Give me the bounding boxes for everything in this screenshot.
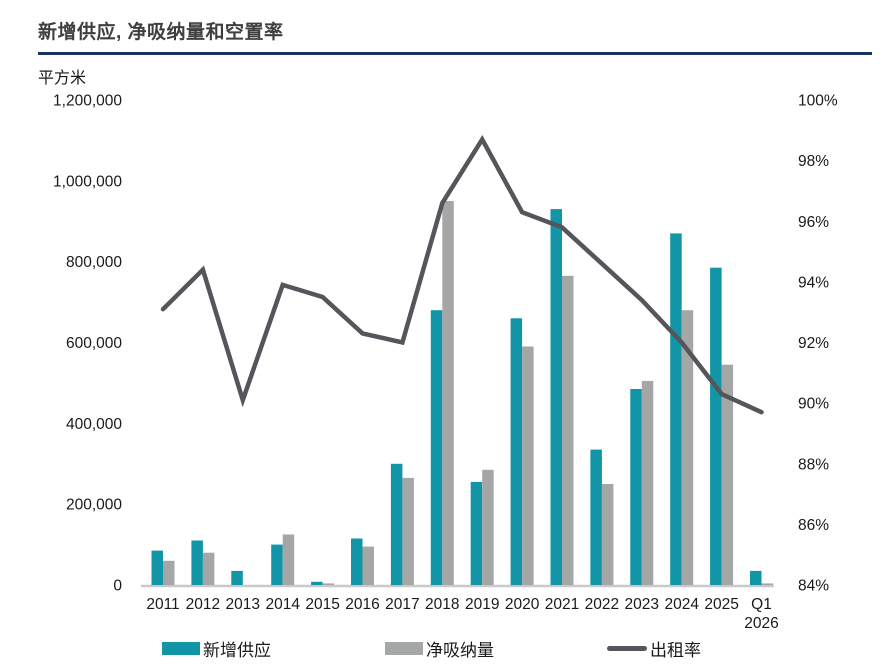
occupancy-line-swatch	[607, 645, 647, 651]
legend-item-supply: 新增供应	[162, 636, 271, 660]
x-axis-year-label: 2024	[664, 596, 699, 613]
x-axis-year-label: 2011	[146, 596, 179, 613]
x-axis-year-label: Q1 2026	[744, 596, 778, 632]
x-axis-year-label: 2013	[226, 596, 260, 613]
left-axis-tick-label: 600,000	[66, 335, 122, 352]
absorption-bar	[282, 534, 295, 585]
right-axis-tick-label: 100%	[798, 93, 838, 110]
x-axis-year-label: 2021	[545, 596, 579, 613]
legend-label-absorption: 净吸纳量	[426, 640, 494, 660]
absorption-bar	[522, 346, 534, 585]
x-axis-year-label: 2012	[186, 596, 220, 613]
absorption-bar	[163, 560, 175, 586]
x-axis-year-label: 2025	[704, 596, 738, 613]
left-axis-tick-label: 1,200,000	[53, 93, 122, 110]
right-axis-tick-label: 94%	[798, 274, 829, 291]
x-axis-year-label: 2022	[585, 596, 619, 613]
right-axis-tick-label: 88%	[798, 456, 829, 473]
x-axis-year-label: 2023	[625, 596, 659, 613]
supply-bar	[550, 209, 562, 585]
right-axis-tick-label: 90%	[798, 396, 829, 413]
absorption-bar	[601, 484, 614, 585]
supply-bar	[351, 538, 363, 585]
right-axis-tick-label: 84%	[798, 578, 829, 595]
supply-bar	[750, 570, 762, 585]
supply-bar	[670, 233, 682, 585]
supply-bar	[191, 540, 203, 585]
absorption-bar	[761, 583, 773, 585]
supply-bar	[710, 267, 722, 585]
x-axis-year-label: 2017	[385, 596, 419, 613]
left-axis-tick-label: 400,000	[66, 416, 122, 433]
unit-label: 平方米	[38, 70, 87, 87]
supply-bar	[151, 550, 163, 585]
legend-item-occupancy: 出租率	[607, 636, 701, 660]
absorption-bar	[721, 364, 734, 585]
x-axis-year-label: 2019	[465, 596, 499, 613]
absorption-bar	[322, 583, 335, 585]
x-axis-year-label: 2015	[305, 596, 339, 613]
right-axis-tick-label: 96%	[798, 214, 829, 231]
occupancy-rate-line	[160, 134, 764, 415]
title-underline	[38, 52, 872, 55]
supply-bar	[630, 389, 642, 585]
supply-bar	[311, 581, 323, 585]
x-axis-year-label: 2016	[345, 596, 379, 613]
supply-bar	[470, 481, 483, 585]
supply-bar	[590, 449, 602, 585]
left-axis-tick-label: 0	[113, 578, 122, 595]
x-axis-year-label: 2020	[505, 596, 540, 613]
supply-bar	[430, 310, 443, 585]
supply-bar	[390, 463, 403, 586]
absorption-bar	[562, 275, 574, 585]
legend-item-absorption: 净吸纳量	[385, 636, 494, 660]
chart-title: 新增供应, 净吸纳量和空置率	[38, 22, 284, 43]
supply-bar	[510, 318, 523, 586]
right-axis-tick-label: 92%	[798, 335, 829, 352]
absorption-swatch	[385, 641, 423, 655]
absorption-bar	[402, 477, 414, 585]
legend-label-occupancy: 出租率	[650, 640, 701, 660]
absorption-bar	[681, 310, 694, 585]
right-axis-tick-label: 86%	[798, 517, 829, 534]
left-axis-tick-label: 800,000	[66, 254, 122, 271]
absorption-bar	[362, 546, 374, 585]
legend-label-supply: 新增供应	[203, 640, 271, 660]
x-axis-year-label: 2018	[425, 596, 459, 613]
absorption-bar	[442, 201, 454, 585]
x-axis-year-label: 2014	[265, 596, 300, 613]
supply-swatch	[162, 641, 200, 655]
supply-bar	[231, 570, 243, 585]
absorption-bar	[641, 380, 654, 585]
absorption-bar	[202, 552, 215, 585]
legend: 新增供应 净吸纳量 出租率	[0, 636, 888, 662]
absorption-bar	[482, 469, 494, 585]
supply-bar	[271, 544, 283, 585]
left-axis-tick-label: 200,000	[66, 497, 122, 514]
left-axis-tick-label: 1,000,000	[53, 173, 122, 190]
right-axis-tick-label: 98%	[798, 153, 829, 170]
